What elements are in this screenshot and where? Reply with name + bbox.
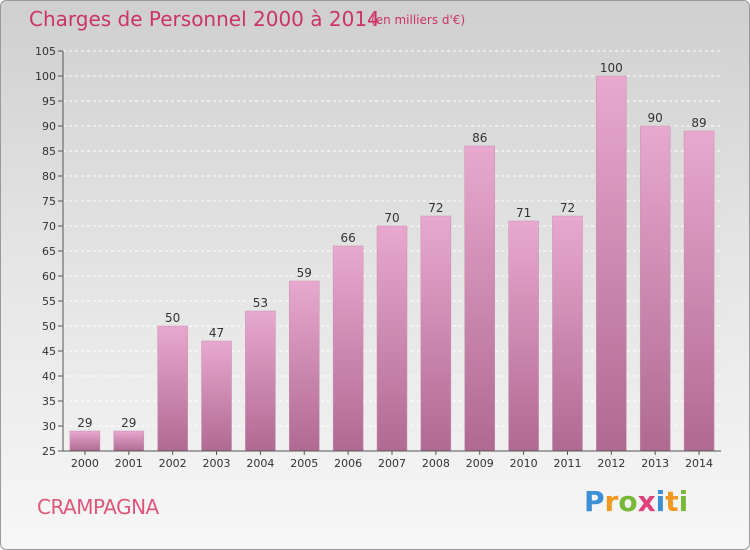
logo-letter: o [618,485,638,518]
bar-2012 [596,75,627,452]
x-tick-label-2012: 2012 [597,457,625,470]
x-tick-label-2000: 2000 [71,457,99,470]
y-tick-label: 95 [42,95,56,108]
y-tick-label: 70 [42,220,56,233]
bar-2010 [508,220,539,452]
bar-2013 [639,125,671,452]
data-label-2004: 53 [253,296,268,310]
y-tick-label: 35 [42,395,56,408]
y-tick-label: 80 [42,170,56,183]
data-label-2009: 86 [472,131,487,145]
data-label-2010: 71 [516,206,531,220]
y-tick-label: 50 [42,320,56,333]
y-tick-label: 40 [42,370,56,383]
y-tick-label: 65 [42,245,56,258]
bar-2001 [113,430,145,452]
data-label-2005: 59 [297,266,312,280]
bar-2014 [683,130,715,452]
bar-2007 [376,225,408,452]
y-tick-label: 90 [42,120,56,133]
logo-letter: i [678,485,689,518]
bar-2003 [201,340,232,452]
x-tick-label-2001: 2001 [115,457,143,470]
bar-2000 [69,430,101,452]
bar-2009 [464,145,495,452]
x-tick-label-2011: 2011 [553,457,581,470]
logo-letter: r [604,485,619,518]
data-label-2002: 50 [165,311,180,325]
y-tick-label: 75 [42,195,56,208]
x-tick-label-2013: 2013 [641,457,669,470]
data-label-2008: 72 [428,201,443,215]
x-tick-label-2014: 2014 [685,457,713,470]
x-tick-label-2005: 2005 [290,457,318,470]
data-label-2013: 90 [648,111,663,125]
data-label-2011: 72 [560,201,575,215]
logo-letter: x [637,485,656,518]
bar-2008 [420,215,452,452]
data-label-2001: 29 [121,416,136,430]
chart-title: Charges de Personnel 2000 à 2014 [29,7,380,31]
bar-2011 [552,215,583,452]
x-tick-label-2008: 2008 [422,457,450,470]
logo-letter: P [584,485,605,518]
x-tick-label-2002: 2002 [159,457,187,470]
y-tick-label: 105 [35,45,56,58]
logo-letter: t [665,485,679,518]
bar-2006 [332,245,364,452]
y-tick-label: 100 [35,70,56,83]
y-tick-label: 55 [42,295,56,308]
chart-subtitle: (en milliers d'€) [371,13,466,27]
y-tick-label: 45 [42,345,56,358]
x-tick-label-2007: 2007 [378,457,406,470]
x-tick-label-2003: 2003 [203,457,231,470]
data-label-2003: 47 [209,326,224,340]
logo-letter: i [655,485,666,518]
data-label-2000: 29 [77,416,92,430]
x-tick-label-2006: 2006 [334,457,362,470]
data-label-2012: 100 [600,61,623,75]
y-tick-label: 85 [42,145,56,158]
x-tick-label-2004: 2004 [246,457,274,470]
y-tick-label: 60 [42,270,56,283]
y-tick-label: 30 [42,420,56,433]
x-tick-label-2010: 2010 [510,457,538,470]
data-label-2014: 89 [691,116,706,130]
commune-name: CRAMPAGNA [37,495,159,519]
bar-2002 [157,325,188,452]
y-tick-label: 25 [42,445,56,458]
proxiti-logo: Proxiti [584,485,688,518]
x-tick-label-2009: 2009 [466,457,494,470]
data-label-2007: 70 [384,211,399,225]
bar-2005 [289,280,320,452]
bar-2004 [245,310,276,452]
data-label-2006: 66 [340,231,355,245]
